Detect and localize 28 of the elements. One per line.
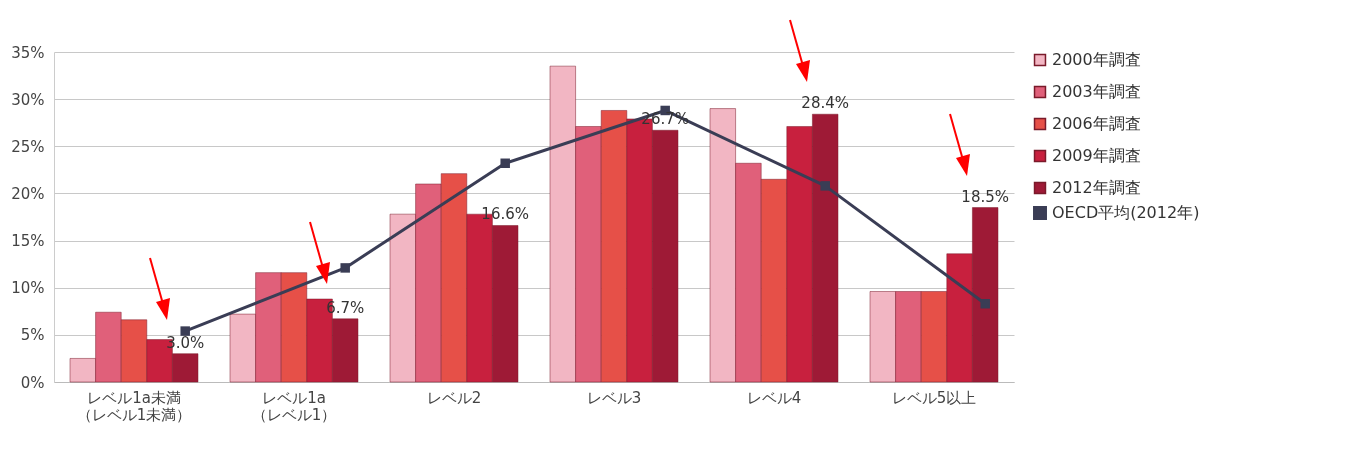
data-label: 18.5% — [961, 187, 1010, 206]
y-tick-label: 10% — [11, 279, 45, 298]
y-tick-label: 35% — [11, 43, 45, 62]
point — [340, 263, 350, 273]
legend-label: OECD平均(2012年) — [1052, 203, 1200, 222]
legend-label: 2000年調査 — [1052, 50, 1141, 69]
y-tick-label: 0% — [20, 373, 45, 392]
x-tick-label: レベル1a未満（レベル1未満） — [76, 388, 192, 424]
y-tick-label: 30% — [11, 90, 45, 109]
point — [180, 326, 190, 336]
x-tick-label: レベル4 — [746, 388, 802, 407]
x-tick-label: レベル2 — [426, 388, 482, 407]
data-label: 16.6% — [481, 205, 530, 224]
point — [820, 181, 830, 191]
y-tick-label: 15% — [11, 232, 45, 251]
data-label: 28.4% — [801, 94, 850, 113]
y-tick-label: 25% — [11, 137, 45, 156]
y-tick-label: 5% — [20, 326, 45, 345]
y-tick-label: 20% — [11, 184, 45, 203]
legend-label: 2012年調査 — [1052, 178, 1141, 197]
legend-label: 2009年調査 — [1052, 146, 1141, 165]
point — [500, 158, 510, 168]
legend-label: 2006年調査 — [1052, 114, 1141, 133]
point — [980, 299, 990, 309]
x-tick-label: レベル5以上 — [891, 388, 977, 407]
x-tick-label: レベル1a（レベル1） — [251, 388, 337, 424]
x-tick-label: レベル3 — [586, 388, 642, 407]
legend-label: 2003年調査 — [1052, 82, 1141, 101]
